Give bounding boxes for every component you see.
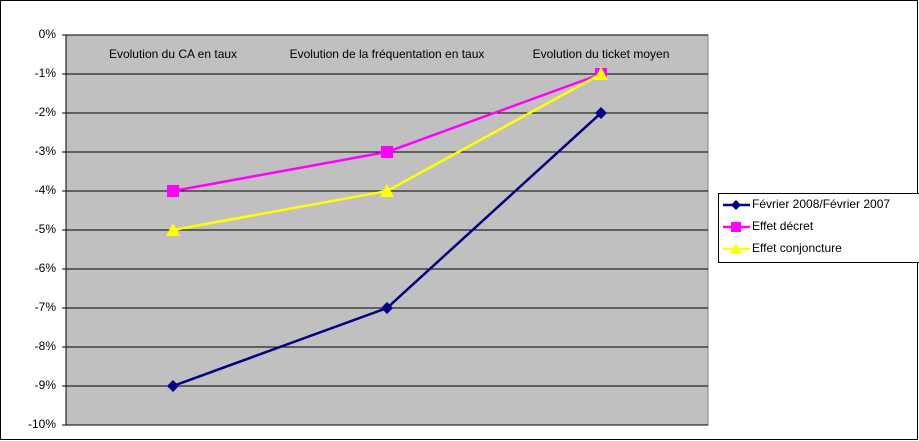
x-tick-label: Evolution du CA en taux [108, 47, 238, 61]
legend-label: Février 2008/Février 2007 [752, 197, 890, 211]
marker [381, 146, 393, 158]
y-tick-label: -9% [35, 378, 57, 392]
legend-marker [731, 200, 741, 210]
marker [381, 302, 393, 314]
legend-marker [730, 243, 742, 254]
y-tick-label: -4% [35, 183, 57, 197]
marker [380, 184, 394, 197]
marker [595, 107, 607, 119]
legend-symbol [730, 243, 742, 254]
marker [594, 67, 608, 80]
y-tick-label: -6% [35, 261, 57, 275]
y-tick-label: -3% [35, 144, 57, 158]
legend-label: Effet décret [752, 219, 814, 233]
legend-label: Effet conjoncture [752, 241, 842, 255]
y-tick-label: -7% [35, 300, 57, 314]
y-tick-label: -8% [35, 339, 57, 353]
x-tick-label: Evolution du ticket moyen [532, 47, 670, 61]
legend-symbol [731, 222, 741, 232]
y-tick-label: 0% [39, 27, 57, 41]
y-tick-label: -10% [28, 417, 56, 431]
y-tick-label: -5% [35, 222, 57, 236]
marker [167, 380, 179, 392]
marker [167, 185, 179, 197]
legend-marker [731, 222, 741, 232]
legend-box [718, 193, 919, 263]
marker [166, 223, 180, 236]
y-tick-label: -2% [35, 105, 57, 119]
legend-symbol [731, 200, 741, 210]
y-tick-label: -1% [35, 66, 57, 80]
x-tick-label: Evolution de la fréquentation en taux [289, 47, 485, 61]
